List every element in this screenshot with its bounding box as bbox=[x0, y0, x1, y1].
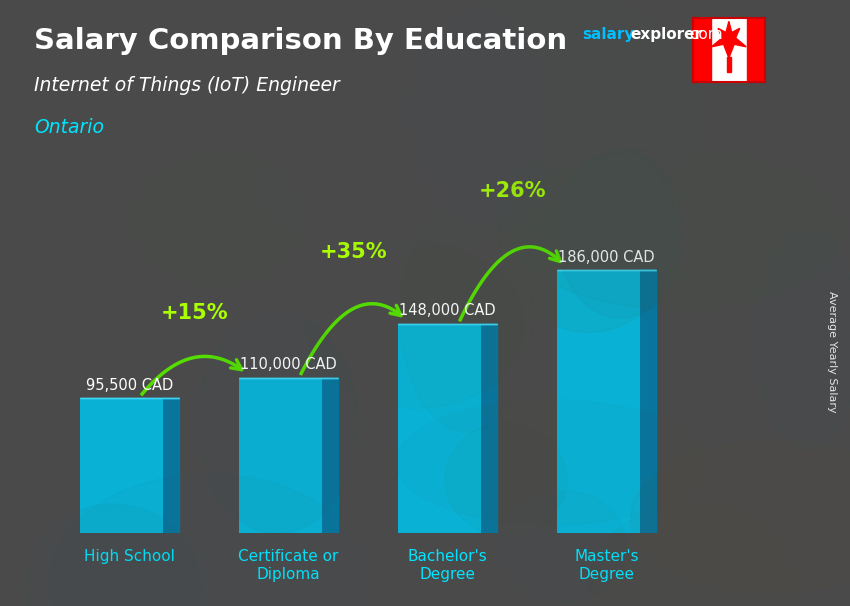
Text: +35%: +35% bbox=[320, 242, 388, 262]
Ellipse shape bbox=[103, 118, 266, 233]
Bar bbox=[80, 398, 163, 533]
Text: explorer: explorer bbox=[631, 27, 703, 42]
Bar bbox=[727, 57, 731, 72]
Text: 186,000 CAD: 186,000 CAD bbox=[558, 250, 654, 265]
Text: 110,000 CAD: 110,000 CAD bbox=[240, 357, 337, 372]
Polygon shape bbox=[640, 270, 656, 533]
Text: Average Yearly Salary: Average Yearly Salary bbox=[827, 291, 837, 412]
Text: +15%: +15% bbox=[161, 302, 229, 322]
Text: 95,500 CAD: 95,500 CAD bbox=[86, 378, 173, 393]
Polygon shape bbox=[711, 21, 746, 58]
Text: Salary Comparison By Education: Salary Comparison By Education bbox=[34, 27, 567, 55]
Bar bbox=[558, 270, 640, 533]
Bar bbox=[239, 378, 322, 533]
Text: Internet of Things (IoT) Engineer: Internet of Things (IoT) Engineer bbox=[34, 76, 340, 95]
Text: 148,000 CAD: 148,000 CAD bbox=[400, 304, 496, 318]
Polygon shape bbox=[481, 324, 496, 533]
Ellipse shape bbox=[288, 130, 608, 355]
Text: Ontario: Ontario bbox=[34, 118, 104, 137]
Text: salary: salary bbox=[582, 27, 635, 42]
Polygon shape bbox=[322, 378, 337, 533]
Bar bbox=[398, 324, 481, 533]
Bar bbox=[693, 18, 711, 82]
Text: .com: .com bbox=[685, 27, 722, 42]
Polygon shape bbox=[163, 398, 178, 533]
Text: +26%: +26% bbox=[479, 181, 547, 201]
Bar bbox=[747, 18, 765, 82]
